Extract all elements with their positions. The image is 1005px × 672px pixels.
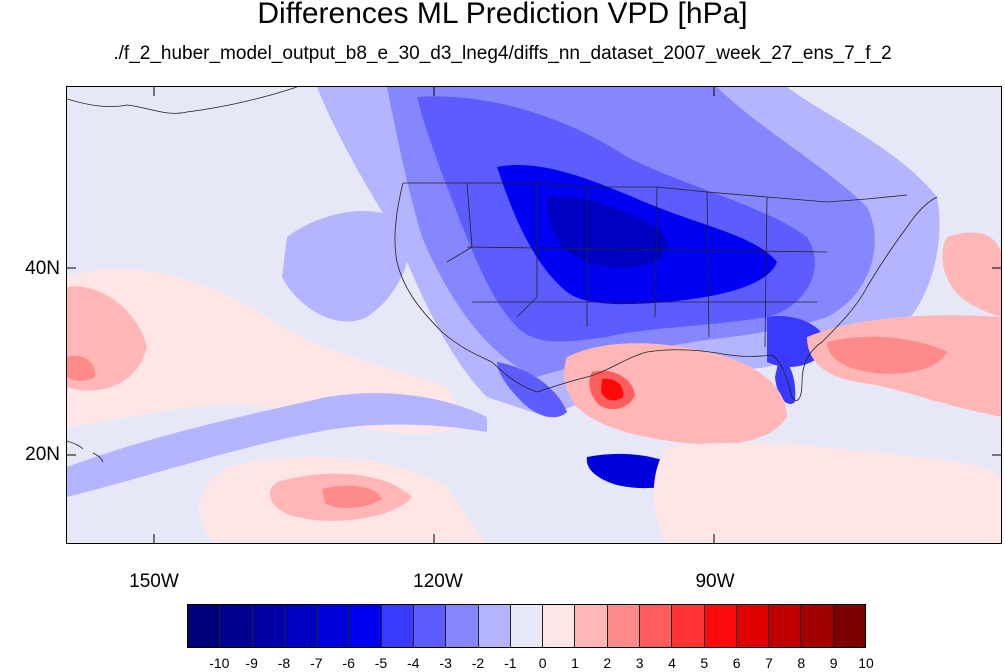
colorbar-label: 10 <box>858 655 874 671</box>
field-pacific-blue-band <box>67 393 487 497</box>
chart-title: Differences ML Prediction VPD [hPa] <box>257 0 748 30</box>
field-florida-blue <box>775 359 796 405</box>
field-caribbean-pink <box>653 442 1001 543</box>
colorbar-swatch <box>704 605 737 647</box>
colorbar-swatch <box>284 605 318 647</box>
field-northpacific-blue <box>282 210 410 322</box>
colorbar-swatch <box>317 605 350 647</box>
colorbar-swatch <box>639 605 673 647</box>
colorbar-label: -3 <box>439 655 452 671</box>
chart-subtitle: ./f_2_huber_model_output_b8_e_30_d3_lneg… <box>113 43 892 64</box>
colorbar-label: 9 <box>829 655 838 671</box>
lat-label-20n: 20N <box>25 444 60 465</box>
lon-label-120w: 120W <box>413 571 463 592</box>
colorbar-swatch <box>252 605 285 647</box>
colorbar <box>187 604 866 648</box>
coastlines <box>67 87 938 463</box>
colorbar-label: -8 <box>277 655 291 671</box>
colorbar-swatch <box>607 605 640 647</box>
colorbar-swatch <box>188 605 221 647</box>
colorbar-swatch <box>381 605 414 647</box>
lon-label-150w: 150W <box>129 571 179 592</box>
field-texas-deep-red <box>601 378 624 401</box>
colorbar-swatch <box>543 605 576 647</box>
colorbar-label: -10 <box>209 655 230 671</box>
colorbar-label: 4 <box>668 655 676 671</box>
colorbar-swatch <box>801 605 834 647</box>
colorbar-label: 0 <box>538 655 547 671</box>
field-pacific-south-red2 <box>322 485 382 508</box>
colorbar-label: -1 <box>504 655 517 671</box>
field-mexico-blue-1 <box>497 362 567 418</box>
field-atlantic-red <box>827 336 947 374</box>
colorbar-label: 5 <box>700 655 709 671</box>
colorbar-swatch <box>510 605 544 647</box>
field-east-atlantic-pink <box>942 232 1001 317</box>
field-gulf-pink <box>564 343 787 445</box>
field-namerica-deep-blue <box>546 196 668 268</box>
colorbar-label: -4 <box>407 655 420 671</box>
colorbar-swatch <box>769 605 802 647</box>
field-west-pacific-red2 <box>67 355 96 381</box>
lon-label-90w: 90W <box>695 571 735 592</box>
colorbar-swatch <box>220 605 253 647</box>
colorbar-label: -6 <box>342 655 355 671</box>
field-pacific-pink <box>67 269 467 434</box>
colorbar-swatch <box>736 605 770 647</box>
colorbar-label: -2 <box>471 655 485 671</box>
map-field-svg <box>67 87 1001 543</box>
colorbar-label: 6 <box>732 655 741 671</box>
map-plot-area <box>66 86 1002 544</box>
colorbar-swatch <box>833 605 865 647</box>
colorbar-swatch <box>446 605 479 647</box>
colorbar-swatch <box>349 605 382 647</box>
colorbar-label: -7 <box>310 655 323 671</box>
colorbar-label: 8 <box>797 655 806 671</box>
colorbar-label: 3 <box>635 655 644 671</box>
colorbar-label: 1 <box>571 655 579 671</box>
colorbar-swatch <box>413 605 447 647</box>
lat-label-40n: 40N <box>25 258 60 279</box>
colorbar-label: 2 <box>603 655 612 671</box>
colorbar-label: -5 <box>374 655 388 671</box>
colorbar-swatch <box>478 605 511 647</box>
colorbar-label: -9 <box>245 655 258 671</box>
colorbar-label: 7 <box>765 655 773 671</box>
colorbar-swatch <box>672 605 705 647</box>
colorbar-swatch <box>575 605 608 647</box>
